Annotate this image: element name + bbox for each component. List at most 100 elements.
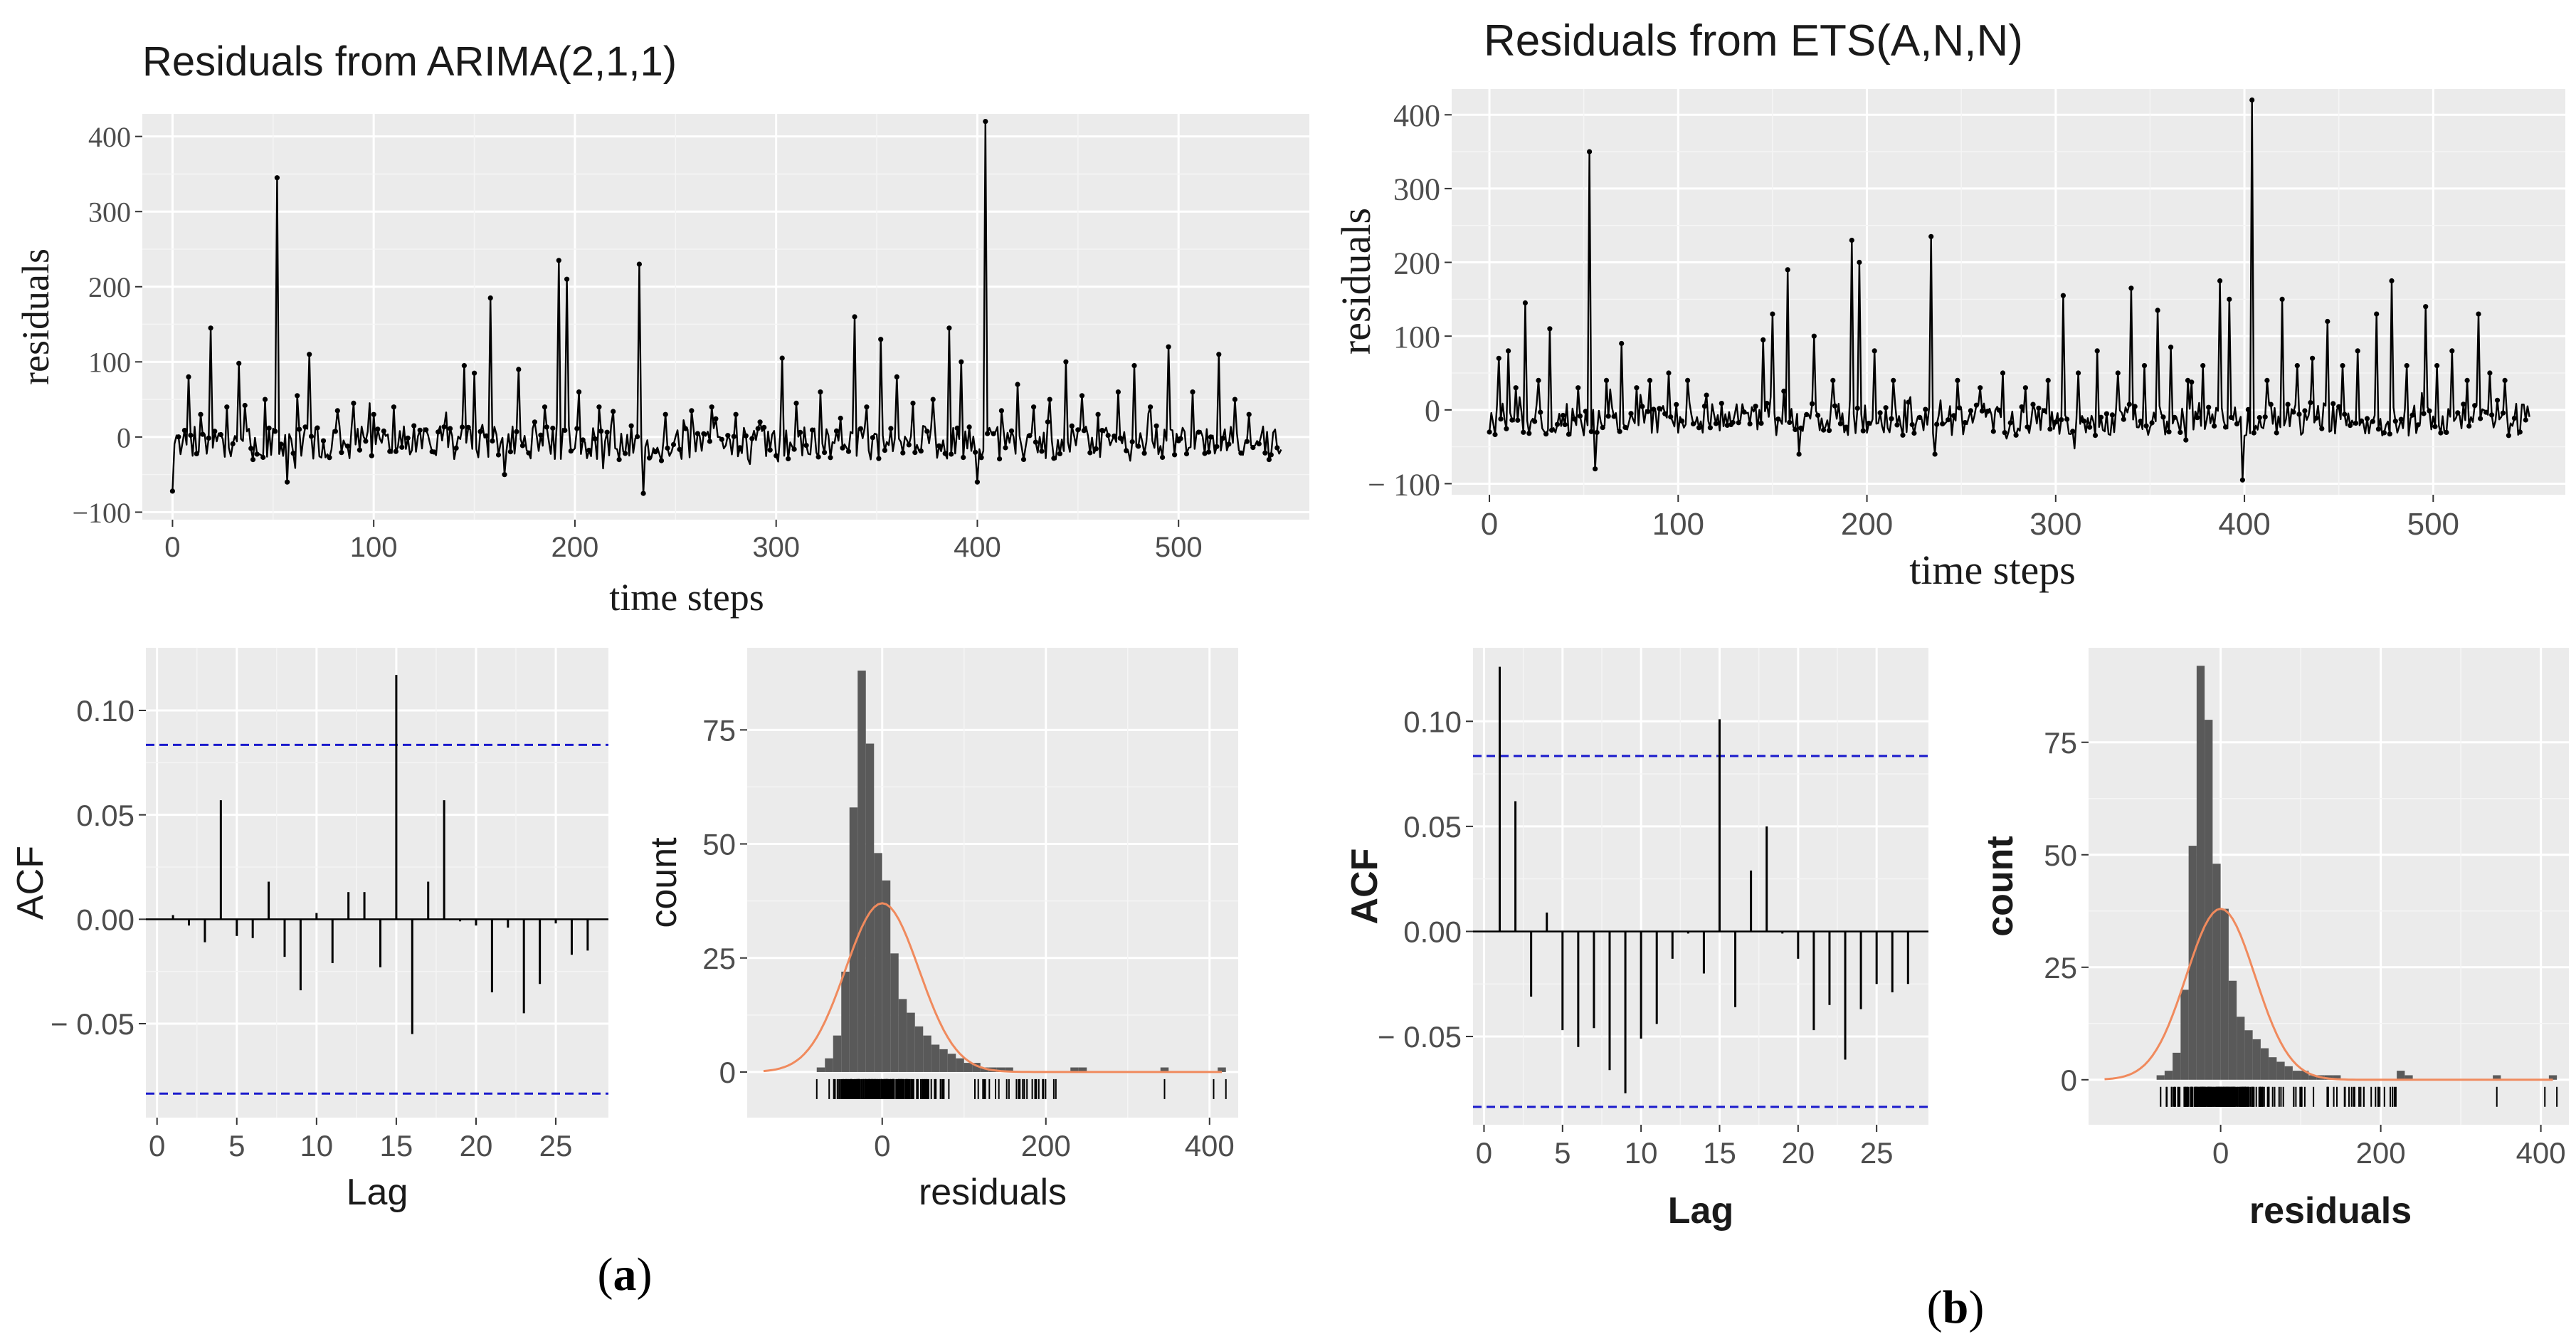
- residual-point: [1532, 419, 1538, 424]
- residual-point: [461, 362, 468, 369]
- residual-point: [273, 429, 278, 434]
- residual-point: [888, 426, 894, 431]
- residual-point: [2025, 424, 2030, 430]
- residual-point: [1600, 425, 1605, 431]
- residual-point: [1547, 326, 1553, 332]
- residual-point: [1696, 425, 1702, 431]
- residual-point: [1996, 407, 2002, 413]
- histogram-bar: [2228, 980, 2237, 1080]
- residual-point: [1496, 355, 1501, 361]
- hist0-xtick-label: 400: [1185, 1129, 1235, 1162]
- residual-point: [1973, 402, 1979, 408]
- residual-point: [1274, 445, 1280, 451]
- residual-point: [1588, 429, 1594, 434]
- residual-point: [2245, 406, 2251, 413]
- histogram-bar: [939, 1049, 948, 1072]
- residual-point: [2222, 424, 2229, 430]
- residual-point: [387, 448, 393, 454]
- normal-density-curve: [763, 902, 1222, 1073]
- ts1-ytick-label: 0: [1425, 394, 1440, 429]
- residual-point: [2461, 401, 2466, 407]
- histogram-bar: [914, 1026, 924, 1072]
- hist0-ytick-label: 0: [719, 1056, 736, 1089]
- residual-point: [930, 397, 936, 402]
- residual-point: [1619, 340, 1625, 347]
- residual-point: [2141, 362, 2148, 369]
- residual-point: [1770, 311, 1775, 317]
- residual-point: [1617, 429, 1622, 434]
- histogram-bar: [2237, 1017, 2245, 1080]
- residual-point: [236, 360, 242, 366]
- residual-point: [1112, 434, 1117, 439]
- residual-point: [2160, 414, 2166, 420]
- ts1-ytick-label: − 100: [1368, 467, 1440, 502]
- residual-point: [351, 400, 357, 406]
- residual-point: [169, 488, 175, 494]
- residual-point: [194, 451, 199, 457]
- residual-point: [1015, 382, 1020, 387]
- residual-point: [1033, 439, 1038, 445]
- residual-point: [1605, 414, 1611, 419]
- residual-point: [487, 295, 493, 301]
- residual-point: [1003, 445, 1008, 451]
- acf-ylabel-a: ACF: [10, 846, 51, 920]
- ts1-xtick-label: 300: [2029, 507, 2081, 542]
- residual-point: [1758, 421, 1764, 426]
- residual-point: [2132, 404, 2138, 409]
- residual-point: [526, 450, 532, 456]
- residual-point: [1854, 405, 1860, 411]
- residual-point: [1099, 428, 1105, 434]
- residual-point: [670, 441, 677, 448]
- residual-point: [334, 408, 340, 414]
- residual-point: [1611, 414, 1617, 419]
- ts0-xtick-label: 100: [350, 532, 398, 563]
- residual-point: [894, 374, 899, 380]
- residual-point: [2249, 97, 2255, 103]
- residual-point: [357, 447, 362, 453]
- ts1-ytick-label: 200: [1393, 246, 1440, 280]
- histogram-bar: [857, 671, 866, 1072]
- residual-point: [2121, 416, 2126, 422]
- ts1-ytick-label: 400: [1393, 98, 1440, 133]
- residual-point: [793, 400, 799, 406]
- residual-point: [978, 455, 984, 461]
- residual-point: [2319, 426, 2325, 431]
- residual-point: [1166, 344, 1171, 350]
- residual-point: [1810, 401, 1815, 406]
- histogram-bar: [2301, 1071, 2309, 1080]
- residual-point: [2000, 370, 2006, 376]
- residual-point: [2449, 348, 2455, 354]
- residual-point: [985, 431, 991, 436]
- residual-point: [616, 457, 622, 463]
- histogram-bar: [2180, 989, 2189, 1080]
- residual-point: [2296, 411, 2302, 417]
- residual-point: [250, 457, 256, 463]
- residual-point: [2149, 420, 2155, 426]
- acf1-xtick-label: 10: [1625, 1136, 1658, 1170]
- residual-point: [1962, 420, 1968, 426]
- residual-point: [1849, 237, 1854, 243]
- residual-point: [514, 429, 519, 435]
- hist1-ytick-label: 0: [2061, 1064, 2077, 1097]
- residual-point: [1657, 406, 1662, 411]
- histogram-bar: [898, 999, 907, 1072]
- residual-point: [1891, 377, 1896, 384]
- residual-point: [1978, 385, 1983, 391]
- residual-point: [598, 429, 604, 434]
- residual-point: [653, 449, 658, 455]
- residual-point: [218, 431, 223, 438]
- residual-point: [1560, 412, 1566, 419]
- residual-point: [1928, 233, 1934, 239]
- residual-point: [743, 433, 749, 439]
- residual-point: [327, 455, 332, 461]
- residual-point: [946, 325, 952, 331]
- residual-point: [1515, 417, 1521, 423]
- residual-point: [212, 429, 218, 434]
- residual-point: [2476, 311, 2481, 317]
- residual-point: [538, 432, 544, 438]
- panel-label-b: (b): [1927, 1281, 1985, 1333]
- ts0-xtick-label: 300: [752, 532, 800, 563]
- residual-point: [719, 436, 724, 442]
- residual-point: [1674, 401, 1679, 407]
- residual-point: [2013, 432, 2019, 438]
